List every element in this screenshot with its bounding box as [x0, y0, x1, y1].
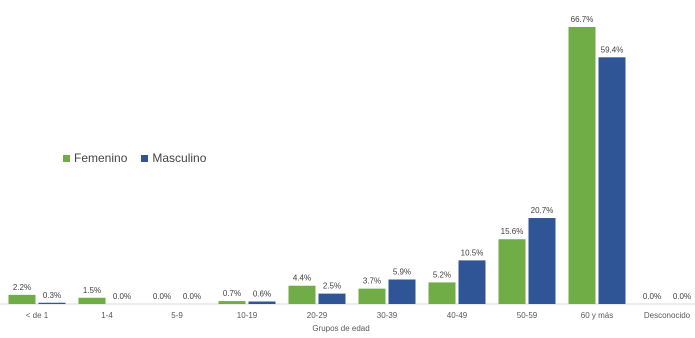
x-tick-label-8: 60 y más: [581, 311, 613, 320]
x-tick-label-5: 30-39: [377, 311, 398, 320]
data-label-masculino-6: 10.5%: [461, 248, 484, 257]
bar-femenino-8: [568, 27, 596, 304]
legend-swatch-femenino: [63, 154, 70, 162]
x-axis-title: Grupos de edad: [312, 324, 369, 333]
data-label-femenino-9: 0.0%: [643, 292, 661, 301]
legend-label-masculino: Masculino: [152, 151, 207, 165]
bar-femenino-6: [428, 282, 456, 304]
legend-swatch-masculino: [141, 154, 149, 162]
data-label-femenino-7: 15.6%: [501, 227, 524, 236]
legend-label-femenino: Femenino: [74, 151, 128, 165]
bar-masculino-7: [528, 218, 556, 304]
bar-femenino-5: [358, 288, 386, 304]
bar-masculino-3: [248, 301, 276, 304]
data-label-femenino-2: 0.0%: [153, 292, 171, 301]
data-label-masculino-5: 5.9%: [393, 267, 411, 276]
data-label-femenino-3: 0.7%: [223, 289, 241, 298]
x-tick-label-4: 20-29: [307, 311, 328, 320]
data-label-masculino-9: 0.0%: [673, 292, 691, 301]
bar-femenino-4: [288, 285, 316, 304]
bar-femenino-7: [498, 239, 526, 304]
chart-legend: Femenino Masculino: [63, 151, 206, 165]
data-label-masculino-1: 0.0%: [113, 292, 131, 301]
x-tick-label-0: < de 1: [26, 311, 49, 320]
legend-item-masculino: Masculino: [141, 151, 206, 165]
bar-masculino-8: [598, 57, 626, 304]
x-tick-label-6: 40-49: [447, 311, 468, 320]
bar-femenino-3: [218, 301, 246, 304]
x-tick-label-2: 5-9: [171, 311, 183, 320]
x-tick-label-1: 1-4: [101, 311, 113, 320]
data-label-masculino-0: 0.3%: [43, 291, 61, 300]
data-label-femenino-6: 5.2%: [433, 270, 451, 279]
x-tick-label-9: Desconocido: [644, 311, 691, 320]
bar-masculino-4: [318, 293, 346, 304]
bar-masculino-6: [458, 260, 486, 304]
data-label-masculino-4: 2.5%: [323, 282, 341, 291]
bar-masculino-5: [388, 279, 416, 304]
x-tick-label-7: 50-59: [517, 311, 538, 320]
data-label-femenino-8: 66.7%: [571, 15, 594, 24]
data-label-femenino-4: 4.4%: [293, 274, 311, 283]
data-label-masculino-2: 0.0%: [183, 292, 201, 301]
data-label-masculino-8: 59.4%: [601, 45, 624, 54]
x-tick-label-3: 10-19: [237, 311, 258, 320]
data-label-femenino-0: 2.2%: [13, 283, 31, 292]
data-label-femenino-1: 1.5%: [83, 286, 101, 295]
data-label-masculino-3: 0.6%: [253, 290, 271, 299]
bar-femenino-0: [8, 294, 36, 304]
data-label-masculino-7: 20.7%: [531, 206, 554, 215]
bar-masculino-0: [38, 302, 66, 304]
bar-femenino-1: [78, 297, 106, 304]
legend-item-femenino: Femenino: [63, 151, 127, 165]
data-label-femenino-5: 3.7%: [363, 277, 381, 286]
